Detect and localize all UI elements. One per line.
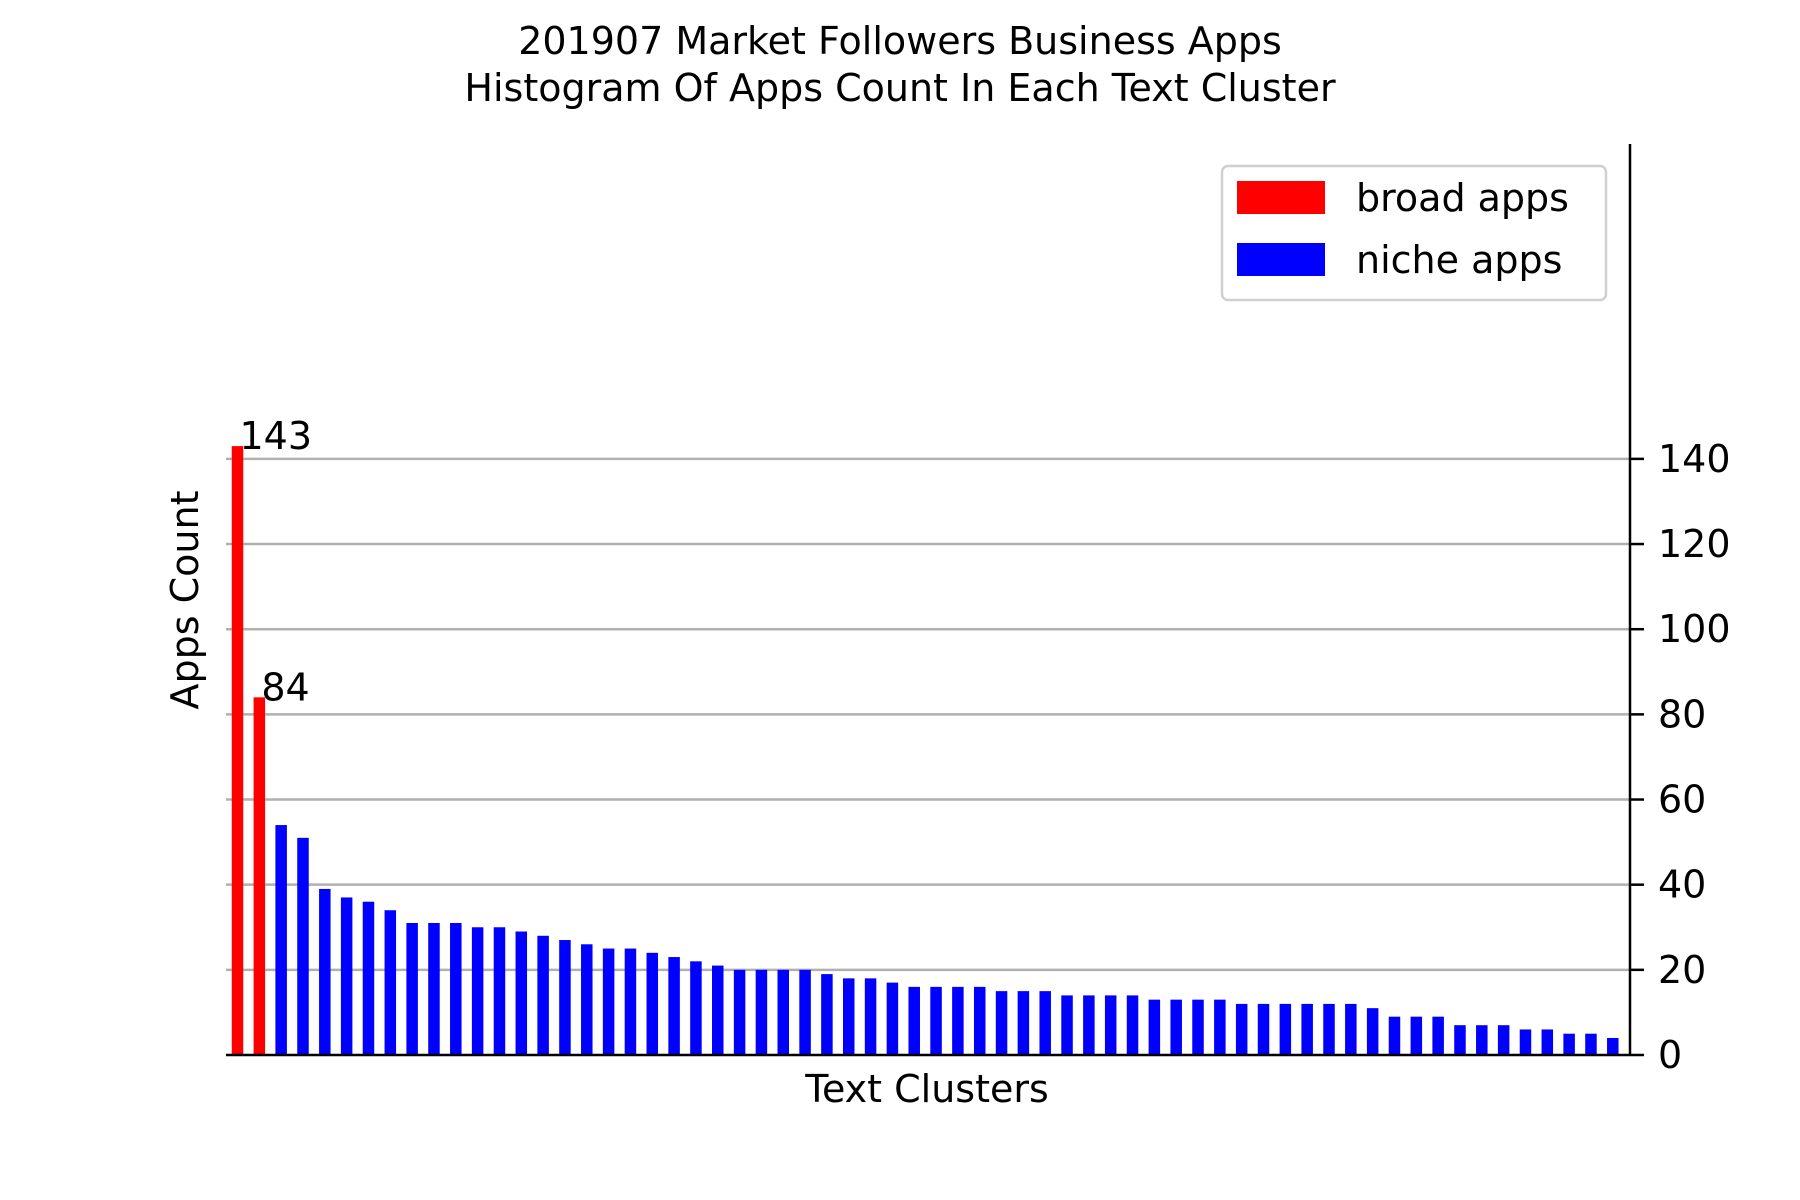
bar-niche-53	[1410, 1016, 1423, 1055]
chart-title: 201907 Market Followers Business Apps	[518, 19, 1282, 63]
chart-subtitle: Histogram Of Apps Count In Each Text Clu…	[464, 66, 1336, 110]
legend-label-broad-apps: broad apps	[1356, 176, 1569, 220]
bar-niche-15	[581, 944, 593, 1055]
bar-niche-16	[602, 948, 615, 1055]
bar-niche-14	[559, 940, 571, 1055]
bar-niche-8	[428, 923, 440, 1055]
y-tick-label-40: 40	[1658, 863, 1706, 907]
bar-niche-46	[1257, 1003, 1270, 1055]
bar-niche-6	[384, 910, 397, 1055]
bar-niche-9	[450, 923, 462, 1055]
bar-niche-13	[537, 935, 549, 1055]
bar-niche-35	[1017, 991, 1030, 1055]
bar-niche-10	[471, 927, 484, 1055]
y-tick-label-80: 80	[1658, 692, 1706, 736]
y-tick-label-20: 20	[1658, 948, 1706, 992]
y-tick-label-0: 0	[1658, 1033, 1682, 1077]
y-axis-ticks: 0 20 40 60 80 100 120 140	[1630, 437, 1731, 1077]
bar-niche-28	[864, 978, 877, 1055]
bar-niche-42	[1170, 999, 1182, 1055]
data-label-143: 143	[240, 414, 313, 458]
bar-niche-18	[646, 952, 659, 1055]
data-labels: 143 84	[240, 414, 313, 709]
bar-niche-29	[886, 982, 899, 1055]
bar-niche-25	[799, 969, 811, 1055]
bar-niche-27	[842, 978, 855, 1055]
bar-niche-52	[1388, 1016, 1401, 1055]
bar-niche-41	[1148, 999, 1161, 1055]
bar-niche-19	[668, 957, 680, 1055]
y-tick-label-100: 100	[1658, 607, 1731, 651]
bar-niche-23	[755, 969, 768, 1055]
bar-niche-5	[362, 901, 375, 1055]
bar-niche-40	[1126, 995, 1139, 1055]
bar-niche-2	[297, 837, 309, 1055]
bar-niche-55	[1454, 1025, 1466, 1055]
bar-niche-22	[733, 969, 746, 1055]
legend: broad apps niche apps	[1220, 164, 1608, 302]
bar-niche-1	[275, 825, 287, 1055]
data-label-84: 84	[261, 665, 309, 709]
bar-niche-57	[1497, 1025, 1510, 1055]
bar-niche-60	[1563, 1033, 1575, 1055]
bar-niche-37	[1061, 995, 1073, 1055]
bar-niche-48	[1301, 1003, 1313, 1055]
bar-niche-11	[493, 927, 506, 1055]
bar-broad-2	[253, 697, 266, 1055]
bar-niche-45	[1235, 1003, 1248, 1055]
legend-swatch-broad-apps	[1237, 181, 1325, 214]
legend-label-niche-apps: niche apps	[1356, 238, 1562, 282]
bar-niche-32	[952, 986, 964, 1055]
bar-niche-47	[1279, 1003, 1292, 1055]
gridlines	[226, 457, 1630, 972]
bar-niche-24	[777, 969, 789, 1055]
bar-niche-51	[1366, 1008, 1379, 1055]
bar-niche-38	[1083, 995, 1095, 1055]
bar-niche-44	[1214, 999, 1226, 1055]
bar-niche-39	[1104, 995, 1117, 1055]
bar-niche-33	[973, 986, 986, 1055]
bar-niche-50	[1345, 1003, 1357, 1055]
bar-niche-36	[1039, 991, 1051, 1055]
bar-niche-21	[712, 965, 724, 1055]
bar-niche-30	[908, 986, 920, 1055]
y-tick-label-140: 140	[1658, 437, 1731, 481]
bar-niche-17	[624, 948, 637, 1055]
bar-niche-58	[1519, 1029, 1532, 1055]
bars	[231, 446, 1619, 1056]
bar-niche-34	[995, 991, 1008, 1055]
legend-swatch-niche-apps	[1237, 243, 1325, 276]
y-tick-label-120: 120	[1658, 522, 1731, 566]
bar-niche-56	[1476, 1025, 1488, 1055]
bar-niche-26	[821, 974, 833, 1055]
bar-niche-61	[1585, 1033, 1597, 1055]
bar-niche-7	[406, 923, 418, 1055]
bar-niche-20	[690, 961, 702, 1055]
bar-niche-59	[1541, 1029, 1554, 1055]
x-axis-label: Text Clusters	[804, 1067, 1049, 1111]
bar-niche-3	[319, 888, 331, 1055]
bar-niche-43	[1192, 999, 1204, 1055]
bar-niche-12	[515, 931, 528, 1055]
y-tick-label-60: 60	[1658, 778, 1706, 822]
bar-niche-54	[1432, 1016, 1444, 1055]
bar-niche-4	[340, 897, 353, 1055]
bar-niche-49	[1323, 1003, 1335, 1055]
y-axis-label: Apps Count	[163, 491, 207, 710]
bar-niche-62	[1607, 1037, 1619, 1055]
bar-niche-31	[930, 986, 942, 1055]
bar-broad-1	[231, 446, 244, 1056]
